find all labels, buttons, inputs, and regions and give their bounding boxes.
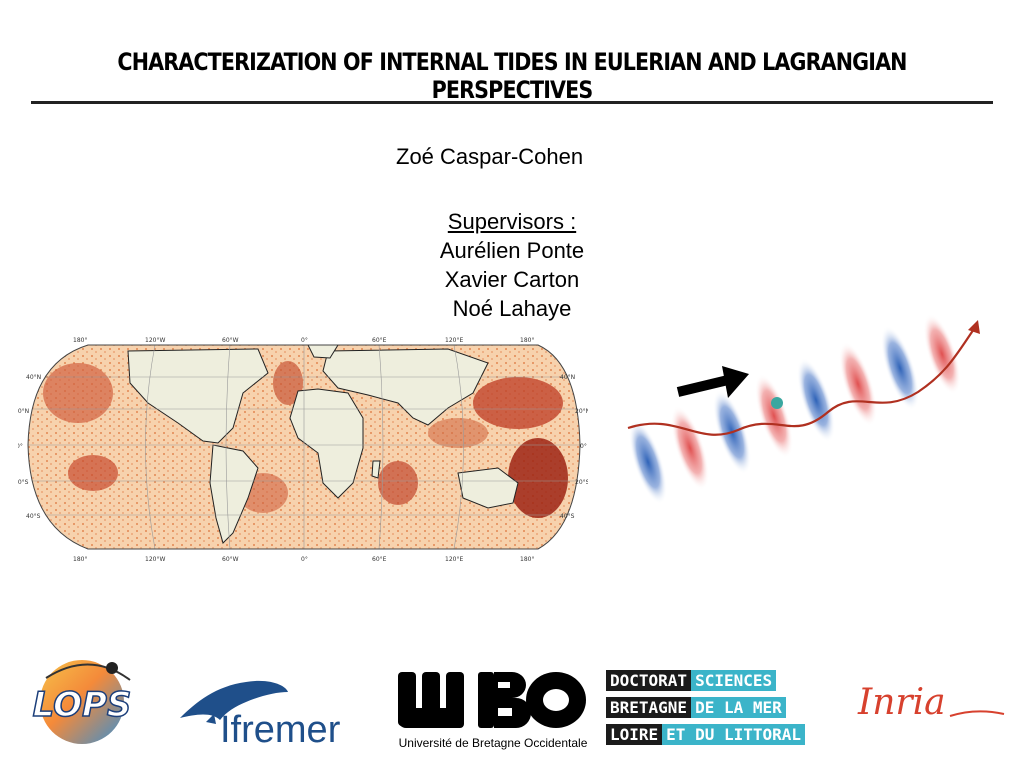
lon-label: 60°E bbox=[372, 337, 387, 344]
doctorat-cyan-label: DE LA MER bbox=[691, 697, 786, 718]
lat-label: 20°N bbox=[575, 408, 588, 415]
doctorat-row: DOCTORAT SCIENCES bbox=[606, 670, 777, 691]
internal-tide-world-map: 180° 120°W 60°W 0° 60°E 120°E 180° 180° … bbox=[18, 337, 588, 563]
doctorat-cyan-label: SCIENCES bbox=[691, 670, 777, 691]
lat-label: 40°N bbox=[26, 374, 41, 381]
doctorat-row: LOIRE ET DU LITTORAL bbox=[606, 724, 806, 745]
doctorat-dark-label: DOCTORAT bbox=[606, 670, 692, 691]
inria-text: Inria bbox=[857, 682, 946, 723]
lon-label: 180° bbox=[520, 556, 534, 563]
wave-crests bbox=[628, 313, 961, 505]
doctorat-logo: DOCTORAT SCIENCES BRETAGNE DE LA MER LOIRE… bbox=[606, 670, 822, 746]
lon-label: 180° bbox=[73, 337, 87, 344]
author-name: Zoé Caspar-Cohen bbox=[396, 144, 584, 169]
lat-label: 40°S bbox=[26, 513, 41, 520]
title-divider bbox=[31, 101, 993, 104]
lon-label: 120°W bbox=[145, 337, 165, 344]
doctorat-cyan-label: ET DU LITTORAL bbox=[662, 724, 806, 745]
lops-text: LOPS bbox=[33, 685, 132, 725]
trajectory-arrowhead bbox=[968, 320, 980, 334]
supervisors-heading: Supervisors : bbox=[447, 209, 577, 234]
lon-label: 60°W bbox=[222, 556, 239, 563]
lon-label: 0° bbox=[301, 556, 308, 563]
supervisor-name: Aurélien Ponte bbox=[439, 238, 585, 263]
ifremer-logo: Ifremer bbox=[176, 672, 376, 751]
lat-label: 20°S bbox=[18, 479, 29, 486]
lon-label: 60°W bbox=[222, 337, 239, 344]
supervisor-name: Xavier Carton bbox=[444, 267, 580, 292]
lon-label: 120°W bbox=[145, 556, 165, 563]
supervisor-name: Noé Lahaye bbox=[452, 296, 572, 321]
inria-logo: Inria bbox=[854, 676, 1006, 726]
lat-label: 20°S bbox=[575, 479, 588, 486]
ifremer-text: Ifremer bbox=[220, 709, 341, 748]
lat-label: 0° bbox=[18, 443, 23, 450]
drifter-particle bbox=[771, 397, 783, 409]
internal-wave-illustration bbox=[627, 313, 980, 505]
lon-label: 180° bbox=[520, 337, 534, 344]
lon-label: 60°E bbox=[372, 556, 387, 563]
lon-label: 0° bbox=[301, 337, 308, 344]
ubo-logo: UBO Université de Bretagne Occidentale bbox=[396, 668, 590, 754]
lat-label: 40°S bbox=[560, 513, 575, 520]
lon-label: 120°E bbox=[445, 556, 463, 563]
doctorat-row: BRETAGNE DE LA MER bbox=[606, 697, 786, 718]
propagation-arrow bbox=[676, 366, 749, 398]
lops-logo: LOPS bbox=[20, 656, 148, 746]
supervisors-block: Supervisors : Aurélien Ponte Xavier Cart… bbox=[412, 207, 612, 323]
lat-label: 40°N bbox=[560, 374, 575, 381]
lon-label: 180° bbox=[73, 556, 87, 563]
lagrangian-trajectory bbox=[627, 325, 977, 436]
lat-label: 20°N bbox=[18, 408, 29, 415]
lat-label: 0° bbox=[580, 443, 587, 450]
doctorat-dark-label: BRETAGNE bbox=[606, 697, 692, 718]
doctorat-dark-label: LOIRE bbox=[606, 724, 663, 745]
ubo-subtitle: Université de Bretagne Occidentale bbox=[398, 736, 588, 750]
slide-title: CHARACTERIZATION OF INTERNAL TIDES IN EU… bbox=[117, 48, 907, 104]
lon-label: 120°E bbox=[445, 337, 463, 344]
